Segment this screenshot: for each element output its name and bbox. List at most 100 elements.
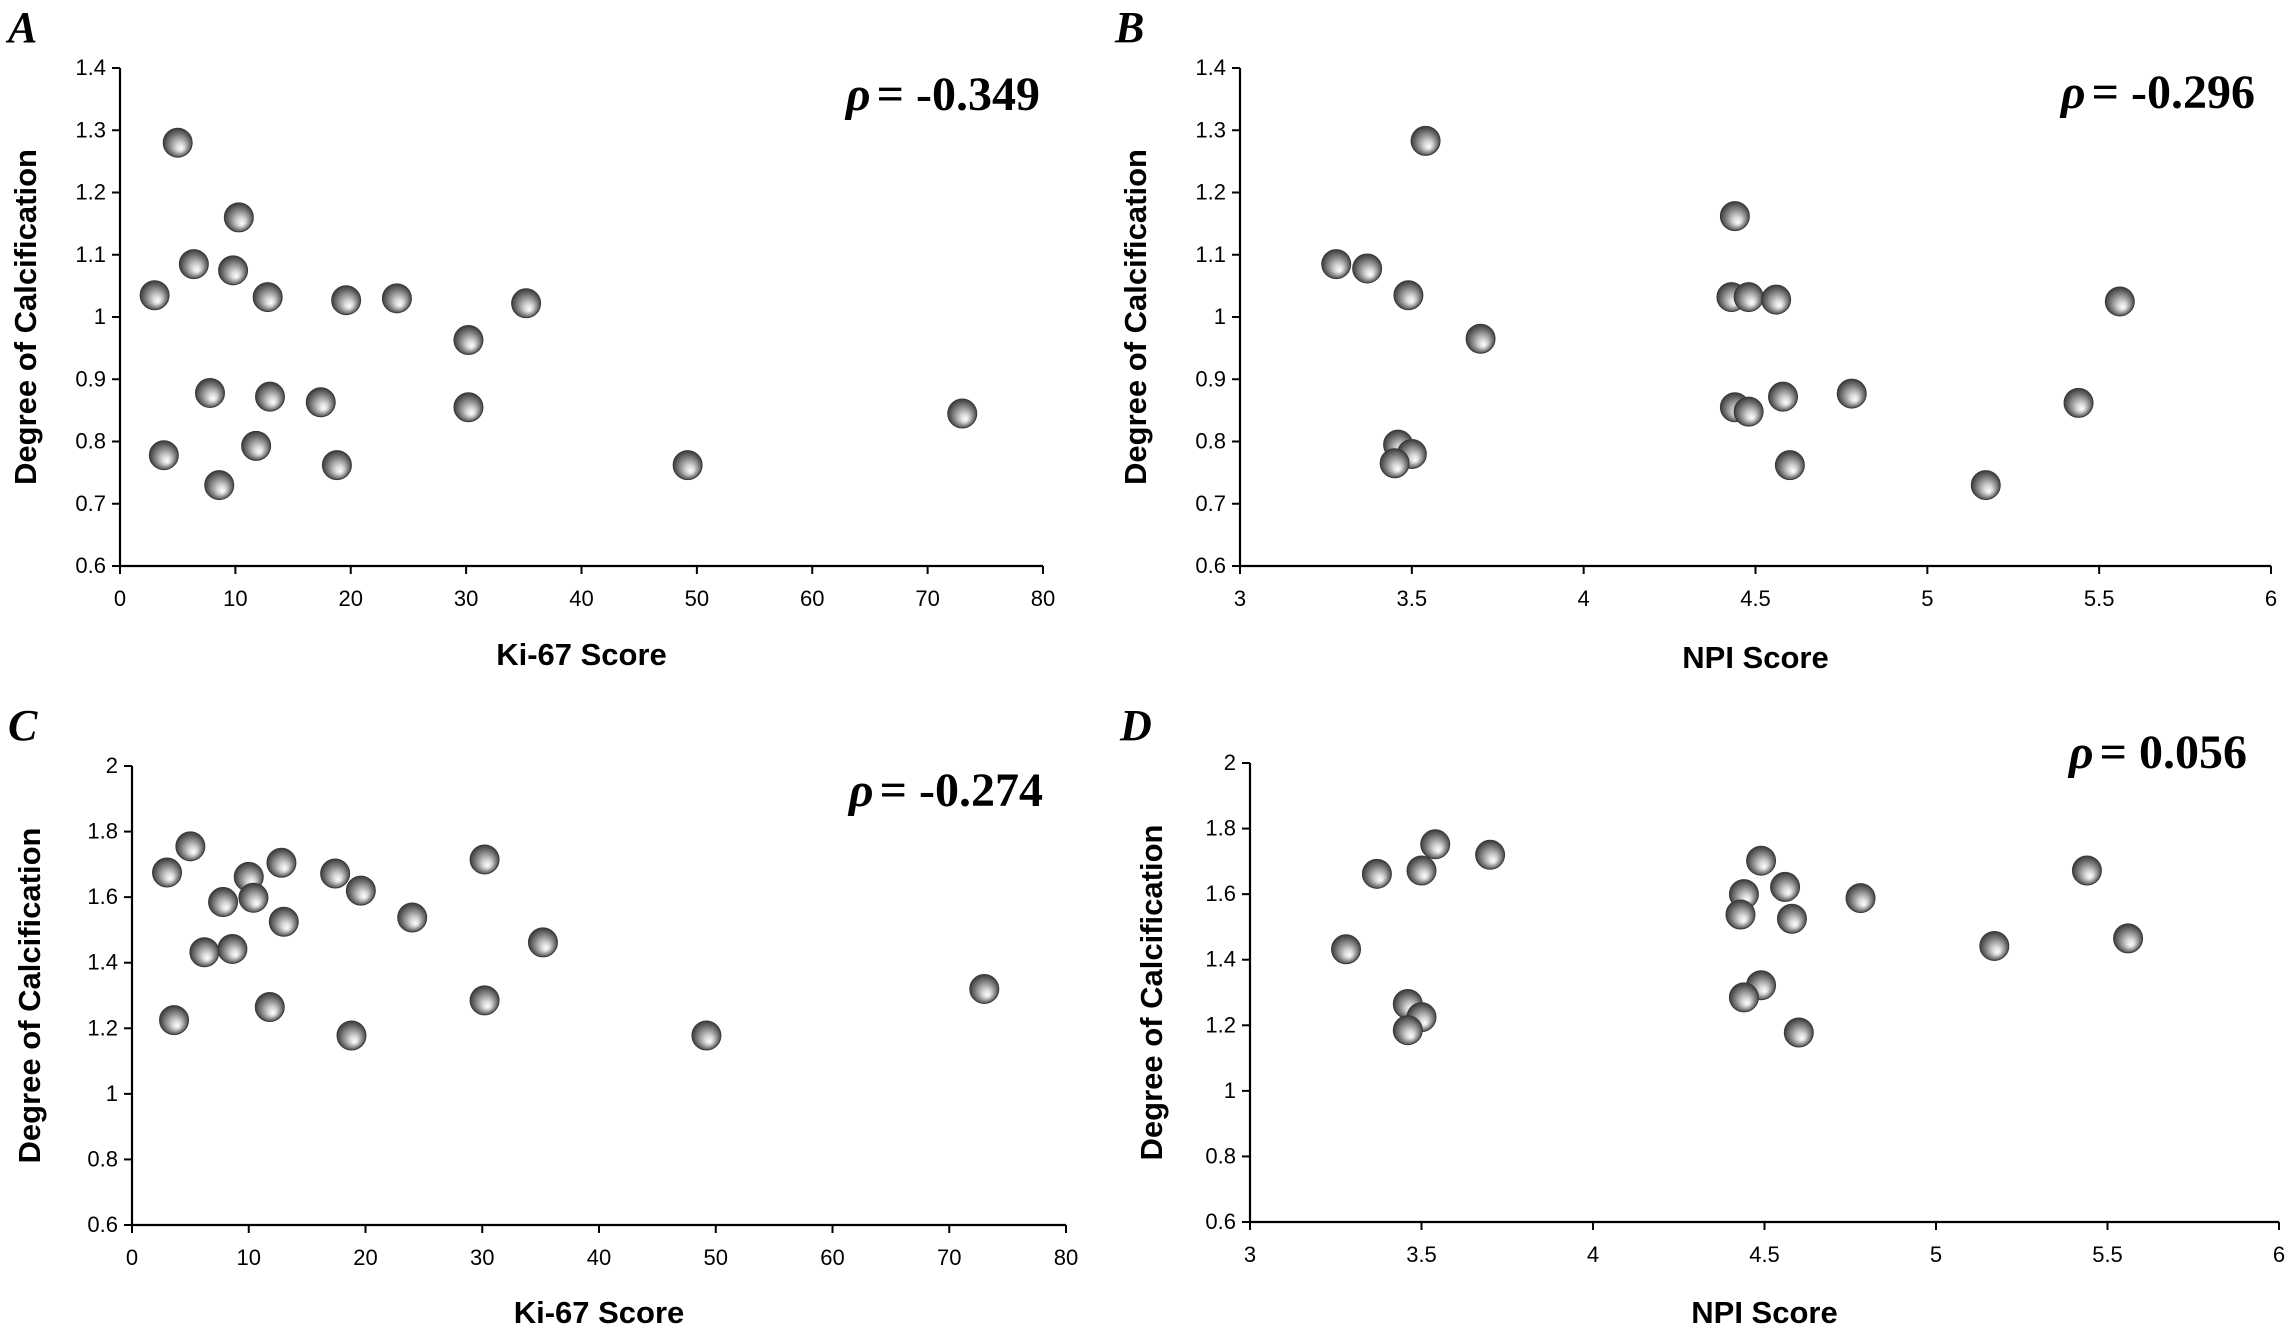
data-point: [152, 857, 183, 888]
data-point: [469, 844, 500, 875]
y-tick-label: 1: [94, 304, 106, 329]
y-axis-title: Degree of Calcification: [12, 828, 47, 1164]
data-point: [1746, 845, 1777, 876]
data-point: [1979, 930, 2010, 961]
rho-value: = -0.296: [2092, 66, 2255, 119]
y-axis-title: Degree of Calcification: [1134, 825, 1169, 1161]
x-tick-label: 3.5: [1406, 1242, 1437, 1267]
data-point: [208, 887, 239, 918]
data-point: [672, 450, 703, 481]
data-point: [1725, 899, 1756, 930]
x-tick-label: 4: [1578, 586, 1590, 611]
data-point: [252, 282, 283, 313]
x-tick-label: 5.5: [2092, 1242, 2123, 1267]
data-point: [139, 280, 170, 311]
y-tick-label: 0.8: [1195, 429, 1226, 454]
data-point: [1321, 249, 1352, 280]
rho-value: = 0.056: [2100, 726, 2247, 779]
y-tick-label: 1.4: [87, 950, 118, 975]
x-tick-label: 0: [114, 586, 126, 611]
data-point: [148, 440, 179, 471]
scatter-panel-a: 0.6 0.7 0.8 0.9 1 1.1 1.2 1.3 1.4 0 10 20 30 40 50 60 70…: [5, 3, 1055, 672]
x-tick-label: 3.5: [1397, 586, 1428, 611]
x-tick-label: 5.5: [2084, 586, 2115, 611]
data-point: [218, 255, 249, 286]
data-point: [947, 398, 978, 429]
data-point: [1767, 381, 1798, 412]
y-tick-label: 1.2: [1205, 1012, 1236, 1037]
data-point: [1836, 378, 1867, 409]
rho-value: = -0.349: [877, 68, 1040, 121]
data-point: [345, 875, 376, 906]
data-point: [1774, 450, 1805, 481]
panel-letter: D: [1119, 701, 1152, 750]
data-point: [1352, 253, 1383, 284]
x-axis-title: Ki-67 Score: [514, 1295, 685, 1330]
y-tick-label: 1.6: [87, 884, 118, 909]
y-tick-label: 1: [106, 1081, 118, 1106]
y-tick-label: 1.4: [75, 55, 106, 80]
x-tick-label: 20: [339, 586, 363, 611]
data-point: [1733, 282, 1764, 313]
x-axis-title: Ki-67 Score: [496, 637, 667, 672]
y-axis-title: Degree of Calcification: [8, 149, 43, 485]
y-tick-label: 1.3: [1195, 117, 1226, 142]
data-point: [1361, 858, 1392, 889]
rho-value: = -0.274: [880, 764, 1043, 817]
x-tick-label: 30: [470, 1245, 494, 1270]
data-point: [511, 288, 542, 319]
x-tick-label: 3: [1234, 586, 1246, 611]
y-tick-label: 0.6: [87, 1212, 118, 1237]
x-tick-label: 0: [126, 1245, 138, 1270]
data-point: [1776, 903, 1807, 934]
rho-symbol: ρ: [2059, 66, 2086, 119]
y-tick-label: 0.8: [87, 1146, 118, 1171]
x-tick-label: 4.5: [1749, 1242, 1780, 1267]
x-tick-label: 10: [237, 1245, 261, 1270]
data-point: [969, 973, 1000, 1004]
data-point: [2104, 286, 2135, 317]
y-tick-label: 2: [106, 753, 118, 778]
scatter-panel-b: 0.6 0.7 0.8 0.9 1 1.1 1.2 1.3 1.4 3 3.5 4 4.5 5 5.5 6 NP…: [1114, 3, 2277, 675]
y-tick-label: 0.9: [75, 366, 106, 391]
y-tick-label: 0.6: [1195, 553, 1226, 578]
y-tick-label: 0.8: [1205, 1143, 1236, 1168]
data-point: [1331, 934, 1362, 965]
data-point: [331, 285, 362, 316]
y-tick-label: 0.9: [1195, 366, 1226, 391]
x-tick-label: 60: [820, 1245, 844, 1270]
panel-letter: B: [1114, 3, 1144, 52]
correlation-annotation: ρ = 0.056: [2067, 726, 2247, 779]
data-point: [2063, 387, 2094, 418]
data-point: [453, 325, 484, 356]
data-point: [1393, 280, 1424, 311]
data-point: [254, 381, 285, 412]
data-point: [1475, 839, 1506, 870]
data-point: [469, 985, 500, 1016]
data-point: [1783, 1017, 1814, 1048]
data-point: [238, 882, 269, 913]
data-point: [1410, 125, 1441, 156]
x-tick-label: 50: [704, 1245, 728, 1270]
x-axis-title: NPI Score: [1691, 1295, 1837, 1330]
data-point: [1406, 855, 1437, 886]
y-tick-label: 0.6: [75, 553, 106, 578]
correlation-annotation: ρ = -0.274: [847, 764, 1043, 817]
y-tick-label: 1.2: [87, 1015, 118, 1040]
data-point: [2113, 923, 2144, 954]
x-tick-label: 4.5: [1740, 586, 1771, 611]
y-tick-label: 1.3: [75, 117, 106, 142]
data-point: [162, 127, 193, 158]
data-point: [321, 450, 352, 481]
data-point: [268, 906, 299, 937]
data-point: [266, 847, 297, 878]
data-point: [217, 933, 248, 964]
y-tick-label: 1.2: [75, 180, 106, 205]
x-tick-label: 5: [1921, 586, 1933, 611]
x-tick-label: 70: [937, 1245, 961, 1270]
data-point: [1970, 470, 2001, 501]
y-tick-label: 0.7: [75, 491, 106, 516]
data-point: [1728, 982, 1759, 1013]
x-tick-label: 40: [569, 586, 593, 611]
data-point: [1845, 883, 1876, 914]
